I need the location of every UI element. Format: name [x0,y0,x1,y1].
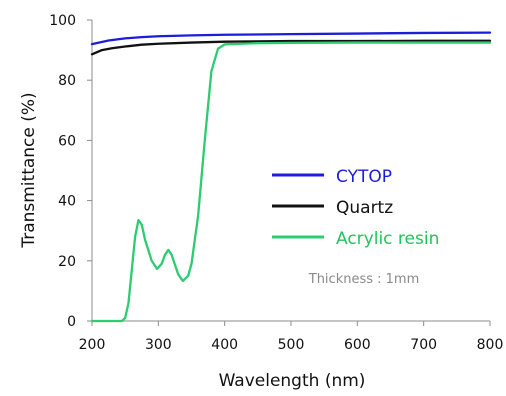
thickness-note: Thickness : 1mm [308,272,420,287]
plot-area [92,20,490,321]
series-lines [90,31,492,323]
x-tick-label: 400 [211,337,238,353]
plot-frame [92,20,490,321]
legend-label-acrylic-resin: Acrylic resin [336,229,439,249]
axes [87,19,491,326]
y-tick-label: 20 [58,254,76,270]
x-axis-title: Wavelength (nm) [219,371,366,391]
x-tick-label: 800 [477,337,504,353]
series-line-cytop [90,31,492,46]
x-tick-label: 200 [79,337,106,353]
legend: CYTOP Quartz Acrylic resin [272,167,439,249]
legend-label-quartz: Quartz [336,198,393,218]
x-tick-label: 300 [145,337,172,353]
tick-labels: 0 20 40 60 80 100 200 300 400 500 600 700 800 [49,13,503,353]
y-tick-label: 60 [58,133,76,149]
y-tick-label: 0 [67,314,76,330]
x-tick-label: 700 [410,337,437,353]
x-tick-label: 500 [278,337,305,353]
legend-label-cytop: CYTOP [336,167,392,187]
y-tick-label: 40 [58,194,76,210]
x-tick-label: 600 [344,337,371,353]
series-line-quartz [90,39,492,56]
y-axis-title: Transmittance (%) [19,92,39,248]
y-tick-label: 100 [49,13,76,29]
y-tick-label: 80 [58,73,76,89]
series-line-acrylic-resin [90,41,492,323]
